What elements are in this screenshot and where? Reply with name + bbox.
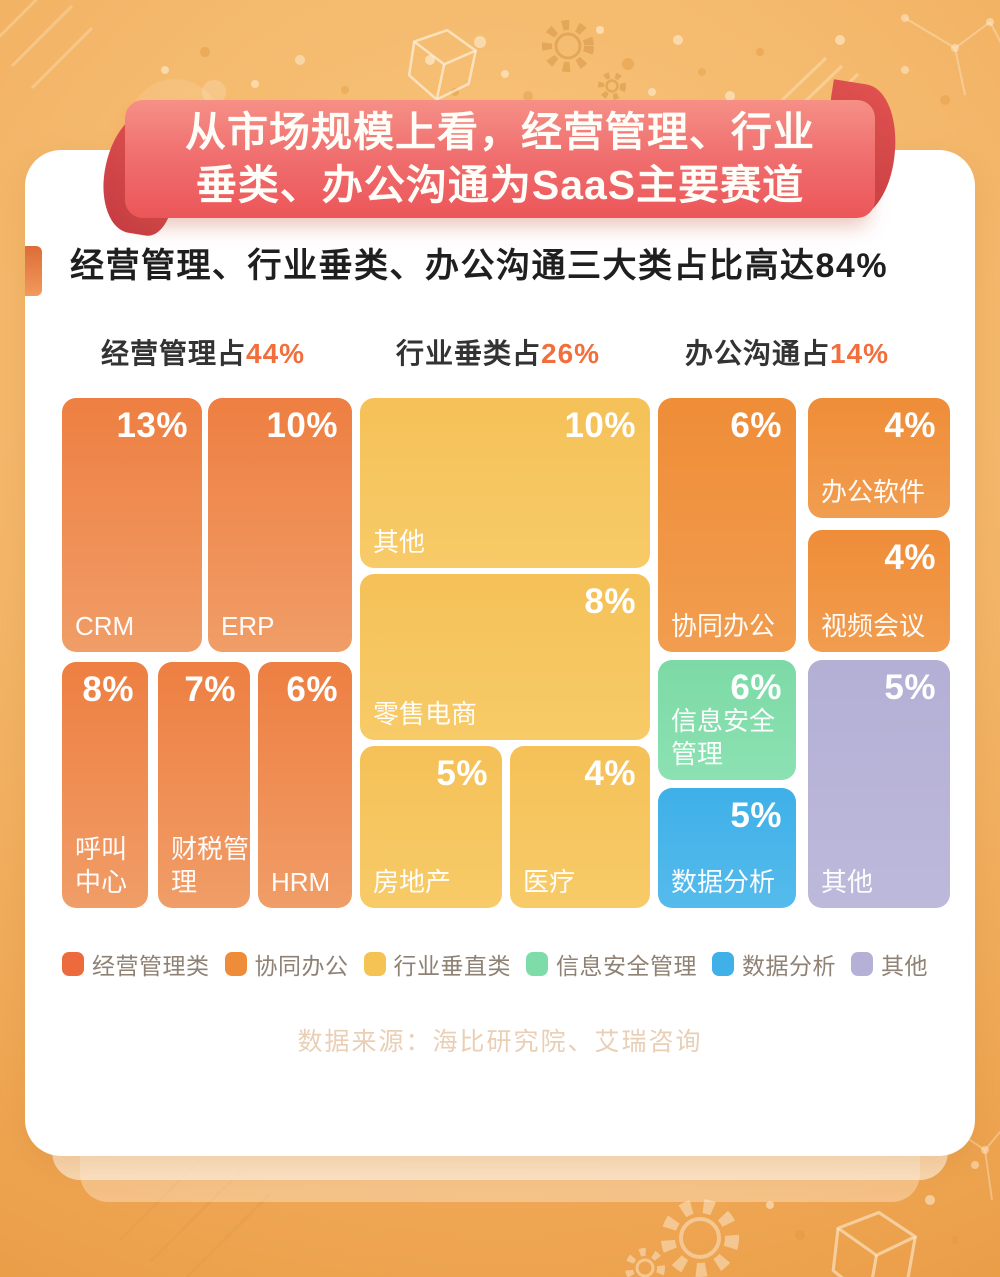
block-value: 13% (116, 406, 188, 445)
block-label: 财税管理 (171, 834, 250, 897)
group-header-office-pct: 14% (830, 338, 890, 369)
block-label: 信息安全管理 (671, 706, 776, 769)
banner-title-line2: 垂类、办公沟通为SaaS主要赛道 (195, 162, 805, 208)
title-banner: 从市场规模上看，经营管理、行业 垂类、办公沟通为SaaS主要赛道 (95, 79, 906, 239)
legend-swatch-data (712, 952, 734, 976)
treemap-block-medical: 4% 医疗 (510, 746, 650, 908)
block-value: 5% (730, 796, 782, 835)
content-card: 经营管理、行业垂类、办公沟通三大类占比高达84% 经营管理占44% 行业垂类占2… (25, 150, 975, 1156)
legend-swatch-collaboration (224, 952, 247, 976)
block-label: 数据分析 (671, 867, 776, 897)
legend-item-other: 其他 (851, 947, 928, 981)
block-value: 4% (884, 406, 936, 445)
block-value: 10% (266, 406, 338, 445)
treemap-chart: 13% CRM 10% ERP 8% 呼叫中心 7% 财税管理 6% HRM 1… (62, 398, 950, 910)
legend-item-management: 经营管理类 (62, 947, 210, 981)
treemap-block-collaboration: 6% 协同办公 (658, 398, 796, 652)
treemap-block-crm: 13% CRM (62, 398, 202, 652)
gear-icon-bottom (625, 1199, 739, 1277)
treemap-block-hrm: 6% HRM (258, 662, 352, 908)
block-label: 房地产 (373, 867, 452, 897)
legend-swatch-security (526, 952, 548, 976)
block-value: 7% (184, 670, 236, 709)
block-label: HRM (271, 867, 331, 897)
block-label: 医疗 (523, 867, 576, 897)
gear-icon (542, 20, 626, 100)
data-source-note: 数据来源：海比研究院、艾瑞咨询 (297, 1028, 703, 1056)
treemap-block-info-security: 6% 信息安全管理 (658, 660, 796, 780)
cube-icon (407, 28, 477, 101)
group-header-management-pct: 44% (246, 338, 306, 369)
dots-cluster-top (161, 26, 950, 105)
block-value: 6% (730, 668, 782, 707)
block-value: 5% (436, 754, 488, 793)
block-label: 视频会议 (821, 611, 926, 641)
block-value: 8% (584, 582, 636, 621)
legend-item-vertical: 行业垂直类 (363, 947, 512, 981)
block-label: CRM (75, 611, 135, 641)
legend-swatch-other (851, 952, 873, 976)
treemap-block-tax-management: 7% 财税管理 (158, 662, 250, 908)
treemap-block-erp: 10% ERP (208, 398, 352, 652)
treemap-block-real-estate: 5% 房地产 (360, 746, 502, 908)
block-value: 5% (884, 668, 936, 707)
legend: 经营管理类 协同办公 行业垂直类 信息安全管理 数据分析 其他 (62, 947, 952, 981)
treemap-block-video-conference: 4% 视频会议 (808, 530, 950, 652)
block-label: 其他 (821, 867, 874, 897)
title-banner-body: 从市场规模上看，经营管理、行业 垂类、办公沟通为SaaS主要赛道 (125, 100, 875, 218)
treemap-block-data-analytics: 5% 数据分析 (658, 788, 796, 908)
group-header-vertical: 行业垂类占26% (396, 338, 601, 369)
block-value: 6% (286, 670, 338, 709)
block-value: 6% (730, 406, 782, 445)
banner-title-line1: 从市场规模上看，经营管理、行业 (185, 109, 815, 155)
legend-item-collaboration: 协同办公 (224, 947, 349, 981)
block-label: ERP (221, 611, 275, 641)
treemap-block-office-software: 4% 办公软件 (808, 398, 950, 518)
treemap-block-retail-ecommerce: 8% 零售电商 (360, 574, 650, 740)
treemap-block-other: 5% 其他 (808, 660, 950, 908)
legend-item-security: 信息安全管理 (526, 947, 697, 981)
block-label: 其他 (373, 527, 426, 557)
cube-icon-bottom (831, 1210, 917, 1277)
group-header-office: 办公沟通占14% (685, 338, 890, 369)
chart-title: 经营管理、行业垂类、办公沟通三大类占比高达84% (70, 247, 889, 285)
block-value: 4% (584, 754, 636, 793)
block-label: 呼叫中心 (75, 834, 128, 897)
group-header-vertical-pct: 26% (541, 338, 601, 369)
subtitle-accent-bar (25, 246, 42, 296)
legend-swatch-management (62, 952, 84, 976)
block-value: 4% (884, 538, 936, 577)
block-label: 办公软件 (821, 477, 926, 507)
legend-swatch-vertical (363, 952, 386, 976)
treemap-block-vertical-other: 10% 其他 (360, 398, 650, 568)
legend-item-data: 数据分析 (712, 947, 836, 981)
block-value: 8% (82, 670, 134, 709)
dots-cluster-bottom (766, 1161, 979, 1244)
block-label: 零售电商 (373, 699, 478, 729)
treemap-block-call-center: 8% 呼叫中心 (62, 662, 148, 908)
block-value: 10% (564, 406, 636, 445)
group-header-management: 经营管理占44% (101, 338, 306, 369)
block-label: 协同办公 (671, 611, 776, 641)
